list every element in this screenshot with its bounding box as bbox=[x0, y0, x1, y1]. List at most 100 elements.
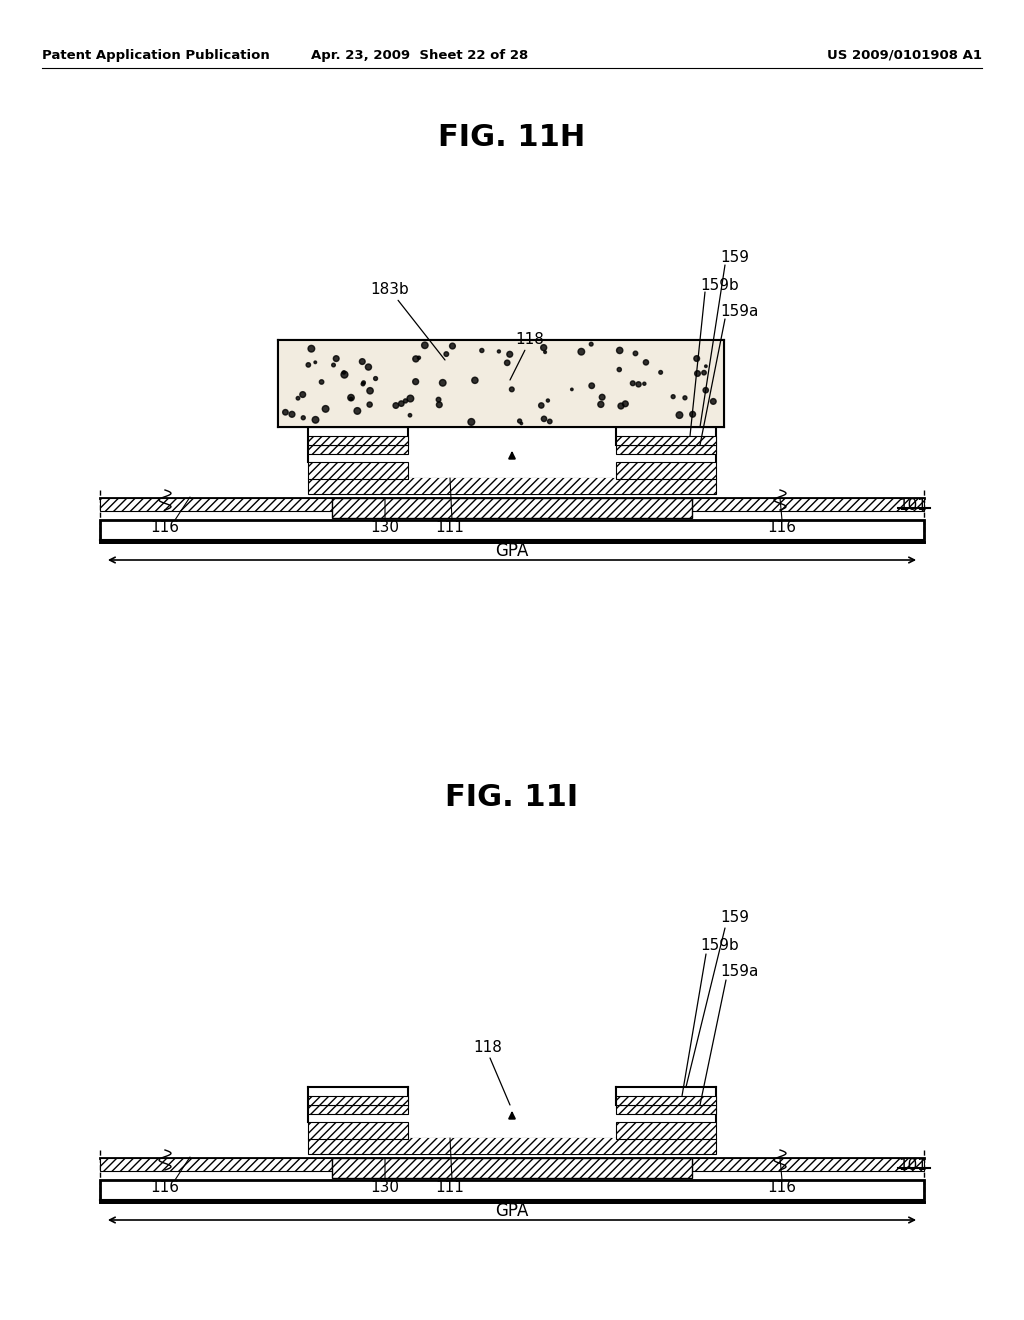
Text: 159b: 159b bbox=[700, 937, 738, 953]
Text: 130: 130 bbox=[371, 1180, 399, 1196]
Point bbox=[594, 387, 610, 408]
Point bbox=[361, 380, 378, 401]
Bar bbox=[100, 520, 924, 543]
Point bbox=[368, 368, 384, 389]
Point bbox=[511, 411, 527, 432]
Point bbox=[326, 355, 342, 376]
Point bbox=[303, 338, 319, 359]
Point bbox=[438, 343, 455, 364]
Point bbox=[463, 412, 479, 433]
Bar bbox=[408, 1138, 616, 1154]
Point bbox=[343, 388, 359, 409]
Text: 116: 116 bbox=[768, 1180, 797, 1196]
Point bbox=[278, 401, 294, 422]
Bar bbox=[616, 1096, 716, 1105]
Point bbox=[537, 342, 553, 363]
Point bbox=[490, 341, 507, 362]
Point bbox=[408, 371, 424, 392]
Bar bbox=[308, 478, 716, 494]
Point bbox=[343, 387, 359, 408]
Point bbox=[430, 389, 446, 411]
Point bbox=[573, 341, 590, 362]
Point bbox=[696, 362, 713, 383]
Point bbox=[361, 395, 378, 416]
Point bbox=[504, 379, 520, 400]
Text: 118: 118 bbox=[473, 1040, 503, 1056]
Bar bbox=[616, 1122, 716, 1139]
Text: 111: 111 bbox=[435, 1180, 465, 1196]
Bar bbox=[308, 462, 408, 479]
Bar bbox=[308, 1096, 408, 1105]
Bar bbox=[308, 436, 408, 445]
Point bbox=[467, 370, 483, 391]
Point bbox=[388, 395, 404, 416]
Point bbox=[355, 372, 372, 393]
Point bbox=[300, 354, 316, 375]
Point bbox=[397, 391, 414, 412]
Bar bbox=[616, 1105, 716, 1114]
Bar bbox=[100, 1158, 332, 1171]
Point bbox=[354, 351, 371, 372]
Bar bbox=[692, 498, 924, 511]
Text: 159a: 159a bbox=[720, 965, 759, 979]
Point bbox=[638, 352, 654, 374]
Bar bbox=[332, 1158, 692, 1177]
Point bbox=[689, 363, 706, 384]
Text: GPA: GPA bbox=[496, 543, 528, 560]
Text: 159a: 159a bbox=[720, 305, 759, 319]
Point bbox=[631, 374, 647, 395]
Point bbox=[295, 384, 311, 405]
Point bbox=[360, 356, 377, 378]
Text: 111: 111 bbox=[435, 520, 465, 536]
Point bbox=[684, 404, 700, 425]
Text: US 2009/0101908 A1: US 2009/0101908 A1 bbox=[827, 49, 982, 62]
Point bbox=[411, 347, 427, 368]
Point bbox=[628, 343, 644, 364]
Point bbox=[307, 409, 324, 430]
Point bbox=[317, 399, 334, 420]
Point bbox=[665, 385, 681, 407]
Text: 130: 130 bbox=[371, 520, 399, 536]
Bar bbox=[308, 1138, 716, 1154]
Point bbox=[677, 387, 693, 408]
Point bbox=[611, 359, 628, 380]
Text: FIG. 11H: FIG. 11H bbox=[438, 124, 586, 153]
Text: 116: 116 bbox=[768, 520, 797, 536]
Bar bbox=[100, 498, 332, 511]
Point bbox=[354, 374, 371, 395]
Text: 118: 118 bbox=[510, 333, 545, 380]
Text: 116: 116 bbox=[151, 520, 179, 536]
Text: 116: 116 bbox=[151, 1180, 179, 1196]
Bar bbox=[616, 445, 716, 454]
Point bbox=[536, 337, 552, 358]
Bar bbox=[308, 1122, 408, 1139]
Point bbox=[672, 404, 688, 425]
Point bbox=[417, 335, 433, 356]
Text: 159: 159 bbox=[720, 251, 749, 265]
Bar bbox=[616, 462, 716, 479]
Text: GPA: GPA bbox=[496, 1203, 528, 1220]
Bar bbox=[278, 341, 724, 426]
Point bbox=[612, 396, 629, 417]
Point bbox=[593, 393, 609, 414]
Point bbox=[706, 391, 722, 412]
Bar bbox=[408, 478, 616, 494]
Point bbox=[540, 389, 556, 411]
Point bbox=[307, 351, 324, 372]
Point bbox=[434, 372, 451, 393]
Point bbox=[563, 379, 580, 400]
Point bbox=[290, 388, 306, 409]
Point bbox=[402, 388, 419, 409]
Bar bbox=[692, 1158, 924, 1171]
Point bbox=[444, 335, 461, 356]
Point bbox=[652, 362, 669, 383]
Bar bbox=[616, 436, 716, 445]
Point bbox=[513, 413, 529, 434]
Point bbox=[474, 341, 490, 362]
Bar bbox=[100, 1180, 924, 1203]
Point bbox=[328, 348, 344, 370]
Point bbox=[336, 362, 352, 383]
Bar bbox=[308, 445, 408, 454]
Bar bbox=[308, 1105, 408, 1114]
Text: FIG. 11I: FIG. 11I bbox=[445, 784, 579, 813]
